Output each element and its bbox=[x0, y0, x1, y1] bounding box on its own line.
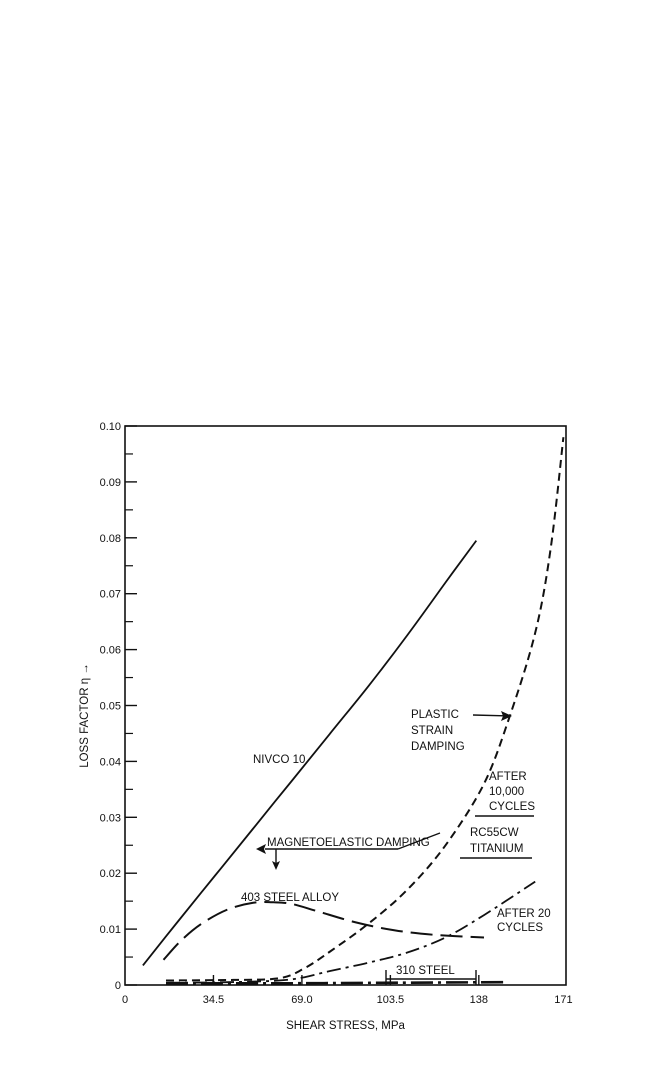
y-tick-label: 0.05 bbox=[100, 701, 121, 713]
annotation-line: STRAIN bbox=[411, 725, 453, 737]
annotation-line: AFTER bbox=[489, 771, 527, 783]
annotation-line: DAMPING bbox=[411, 741, 465, 753]
annotation-label: 403 STEEL ALLOY bbox=[241, 892, 339, 904]
annotation-label: MAGNETOELASTIC DAMPING bbox=[267, 837, 430, 849]
annotation-label: AFTER 20 CYCLES bbox=[497, 908, 551, 934]
series-line-nivco-10 bbox=[142, 540, 478, 966]
annotation-label: AFTER 10,000 CYCLES bbox=[489, 771, 535, 813]
y-tick-label: 0.06 bbox=[100, 645, 121, 657]
series-line-after-20-cycles bbox=[165, 880, 536, 984]
annotation-line: AFTER 20 bbox=[497, 908, 551, 920]
axes: SHEAR STRESS, MPa LOSS FACTOR η → bbox=[79, 425, 567, 1032]
y-tick-label: 0 bbox=[115, 980, 121, 992]
y-tick-label: 0.04 bbox=[100, 756, 121, 768]
x-tick-label: 103.5 bbox=[377, 994, 405, 1006]
ticks: 0 0.01 0.02 0.03 0.04 0.05 0.06 0.07 0.08 0.09 0.1… bbox=[100, 421, 573, 1006]
arrowhead-magnetoelastic-down bbox=[272, 861, 280, 870]
y-tick-label: 0.01 bbox=[100, 924, 121, 936]
annotation-label: 310 STEEL bbox=[396, 965, 455, 977]
y-tick-label: 0.09 bbox=[100, 477, 121, 489]
annotation-line: CYCLES bbox=[489, 801, 535, 813]
x-tick-label: 171 bbox=[554, 994, 572, 1006]
x-tick-label: 34.5 bbox=[203, 994, 224, 1006]
plot-frame bbox=[124, 425, 567, 986]
series-lines bbox=[142, 437, 565, 985]
y-tick-label: 0.10 bbox=[100, 421, 121, 433]
annotation-line: CYCLES bbox=[497, 922, 543, 934]
arrowhead-plastic-strain bbox=[501, 711, 512, 721]
annotation-label: PLASTIC STRAIN DAMPING bbox=[411, 709, 465, 753]
series-line-after-10-000-cycles bbox=[165, 437, 565, 982]
y-tick-label: 0.02 bbox=[100, 868, 121, 880]
annotation-line: PLASTIC bbox=[411, 709, 459, 721]
leader-magnetoelastic-diag bbox=[397, 832, 441, 850]
annotation-label: NIVCO 10 bbox=[253, 754, 305, 766]
annotation-line: 10,000 bbox=[489, 786, 524, 798]
series-line-310-steel bbox=[165, 980, 505, 985]
y-axis-title: LOSS FACTOR η → bbox=[79, 663, 91, 768]
x-axis-title: SHEAR STRESS, MPa bbox=[286, 1020, 405, 1032]
annotation-line: RC55CW bbox=[470, 827, 519, 839]
series-line-403-steel-alloy bbox=[162, 901, 485, 961]
y-tick-label: 0.03 bbox=[100, 812, 121, 824]
annotation-label: RC55CW TITANIUM bbox=[470, 827, 523, 855]
x-tick-label: 69.0 bbox=[291, 994, 312, 1006]
x-tick-label: 0 bbox=[122, 994, 128, 1006]
annotations: NIVCO 10 403 STEEL ALLOY MAGNETOELASTIC DA… bbox=[241, 709, 551, 985]
x-tick-label: 138 bbox=[470, 994, 488, 1006]
y-tick-label: 0.08 bbox=[100, 533, 121, 545]
arrowhead-magnetoelastic-left bbox=[256, 844, 266, 854]
y-tick-label: 0.07 bbox=[100, 589, 121, 601]
annotation-line: TITANIUM bbox=[470, 843, 523, 855]
